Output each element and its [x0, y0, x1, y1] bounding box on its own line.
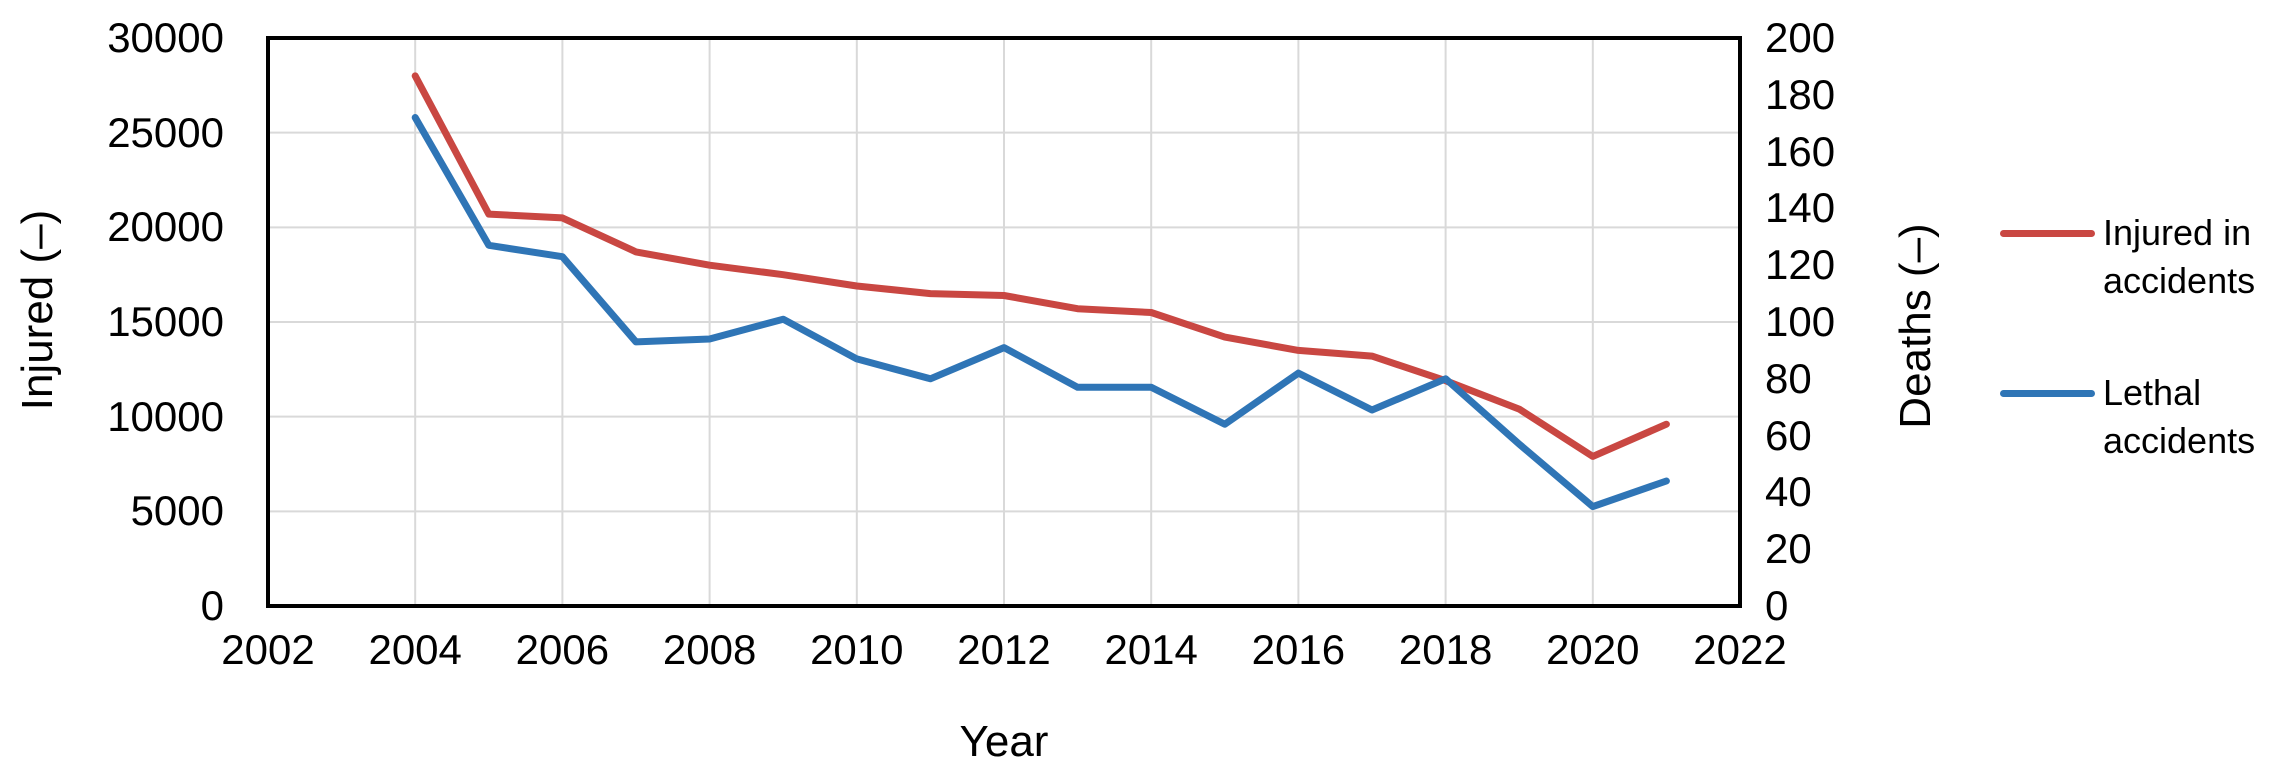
right-y-tick-label: 0	[1765, 582, 1789, 629]
left-axis-title: Injured (–)	[13, 209, 62, 411]
left-y-tick-label: 10000	[107, 392, 224, 440]
x-tick-label: 2012	[957, 626, 1051, 673]
legend-swatch-wrap	[2000, 369, 2095, 417]
legend-label: Injured in accidents	[2103, 212, 2256, 301]
legend-swatch-line	[2000, 389, 2095, 397]
right-y-tick-label: 20	[1765, 525, 1812, 573]
left-y-tick-label: 15000	[107, 298, 224, 345]
x-tick-label: 2004	[368, 626, 462, 673]
legend-item: Lethal accidents	[2000, 369, 2278, 465]
x-tick-label: 2018	[1398, 626, 1493, 673]
legend-label: Lethal accidents	[2103, 372, 2256, 461]
left-y-tick-label: 5000	[130, 487, 224, 535]
plot-border	[266, 36, 1742, 608]
right-y-tick-label: 160	[1765, 127, 1836, 175]
right-y-tick-label: 40	[1765, 468, 1812, 516]
x-tick-label: 2008	[662, 626, 757, 673]
x-tick-label: 2016	[1251, 626, 1346, 673]
series-line-lethal	[411, 114, 1670, 511]
x-tick-label: 2014	[1104, 626, 1198, 673]
legend-item: Injured in accidents	[2000, 209, 2278, 305]
legend: Injured in accidents Lethal accidents	[2000, 0, 2278, 775]
left-y-tick-label: 20000	[107, 203, 224, 251]
right-y-tick-label: 60	[1765, 411, 1812, 459]
left-y-tick-label: 25000	[107, 108, 224, 156]
x-axis-title: Year	[959, 717, 1049, 766]
right-axis-title: Deaths (–)	[1891, 223, 1940, 429]
x-tick-label: 2020	[1546, 626, 1640, 673]
x-tick-label: 2002	[221, 626, 315, 673]
x-tick-label: 2022	[1693, 626, 1787, 673]
right-y-tick-label: 140	[1765, 184, 1836, 232]
right-y-tick-label: 120	[1765, 241, 1836, 289]
right-y-tick-label: 200	[1765, 14, 1836, 61]
right-y-tick-label: 80	[1765, 354, 1812, 402]
x-tick-label: 2006	[515, 626, 610, 673]
left-y-tick-label: 30000	[107, 14, 224, 61]
right-y-tick-label: 100	[1765, 298, 1836, 345]
right-y-tick-label: 180	[1765, 70, 1836, 118]
legend-swatch-line	[2000, 229, 2095, 237]
legend-swatch-wrap	[2000, 209, 2095, 257]
x-tick-label: 2010	[810, 626, 904, 673]
left-y-tick-label: 0	[200, 582, 224, 629]
